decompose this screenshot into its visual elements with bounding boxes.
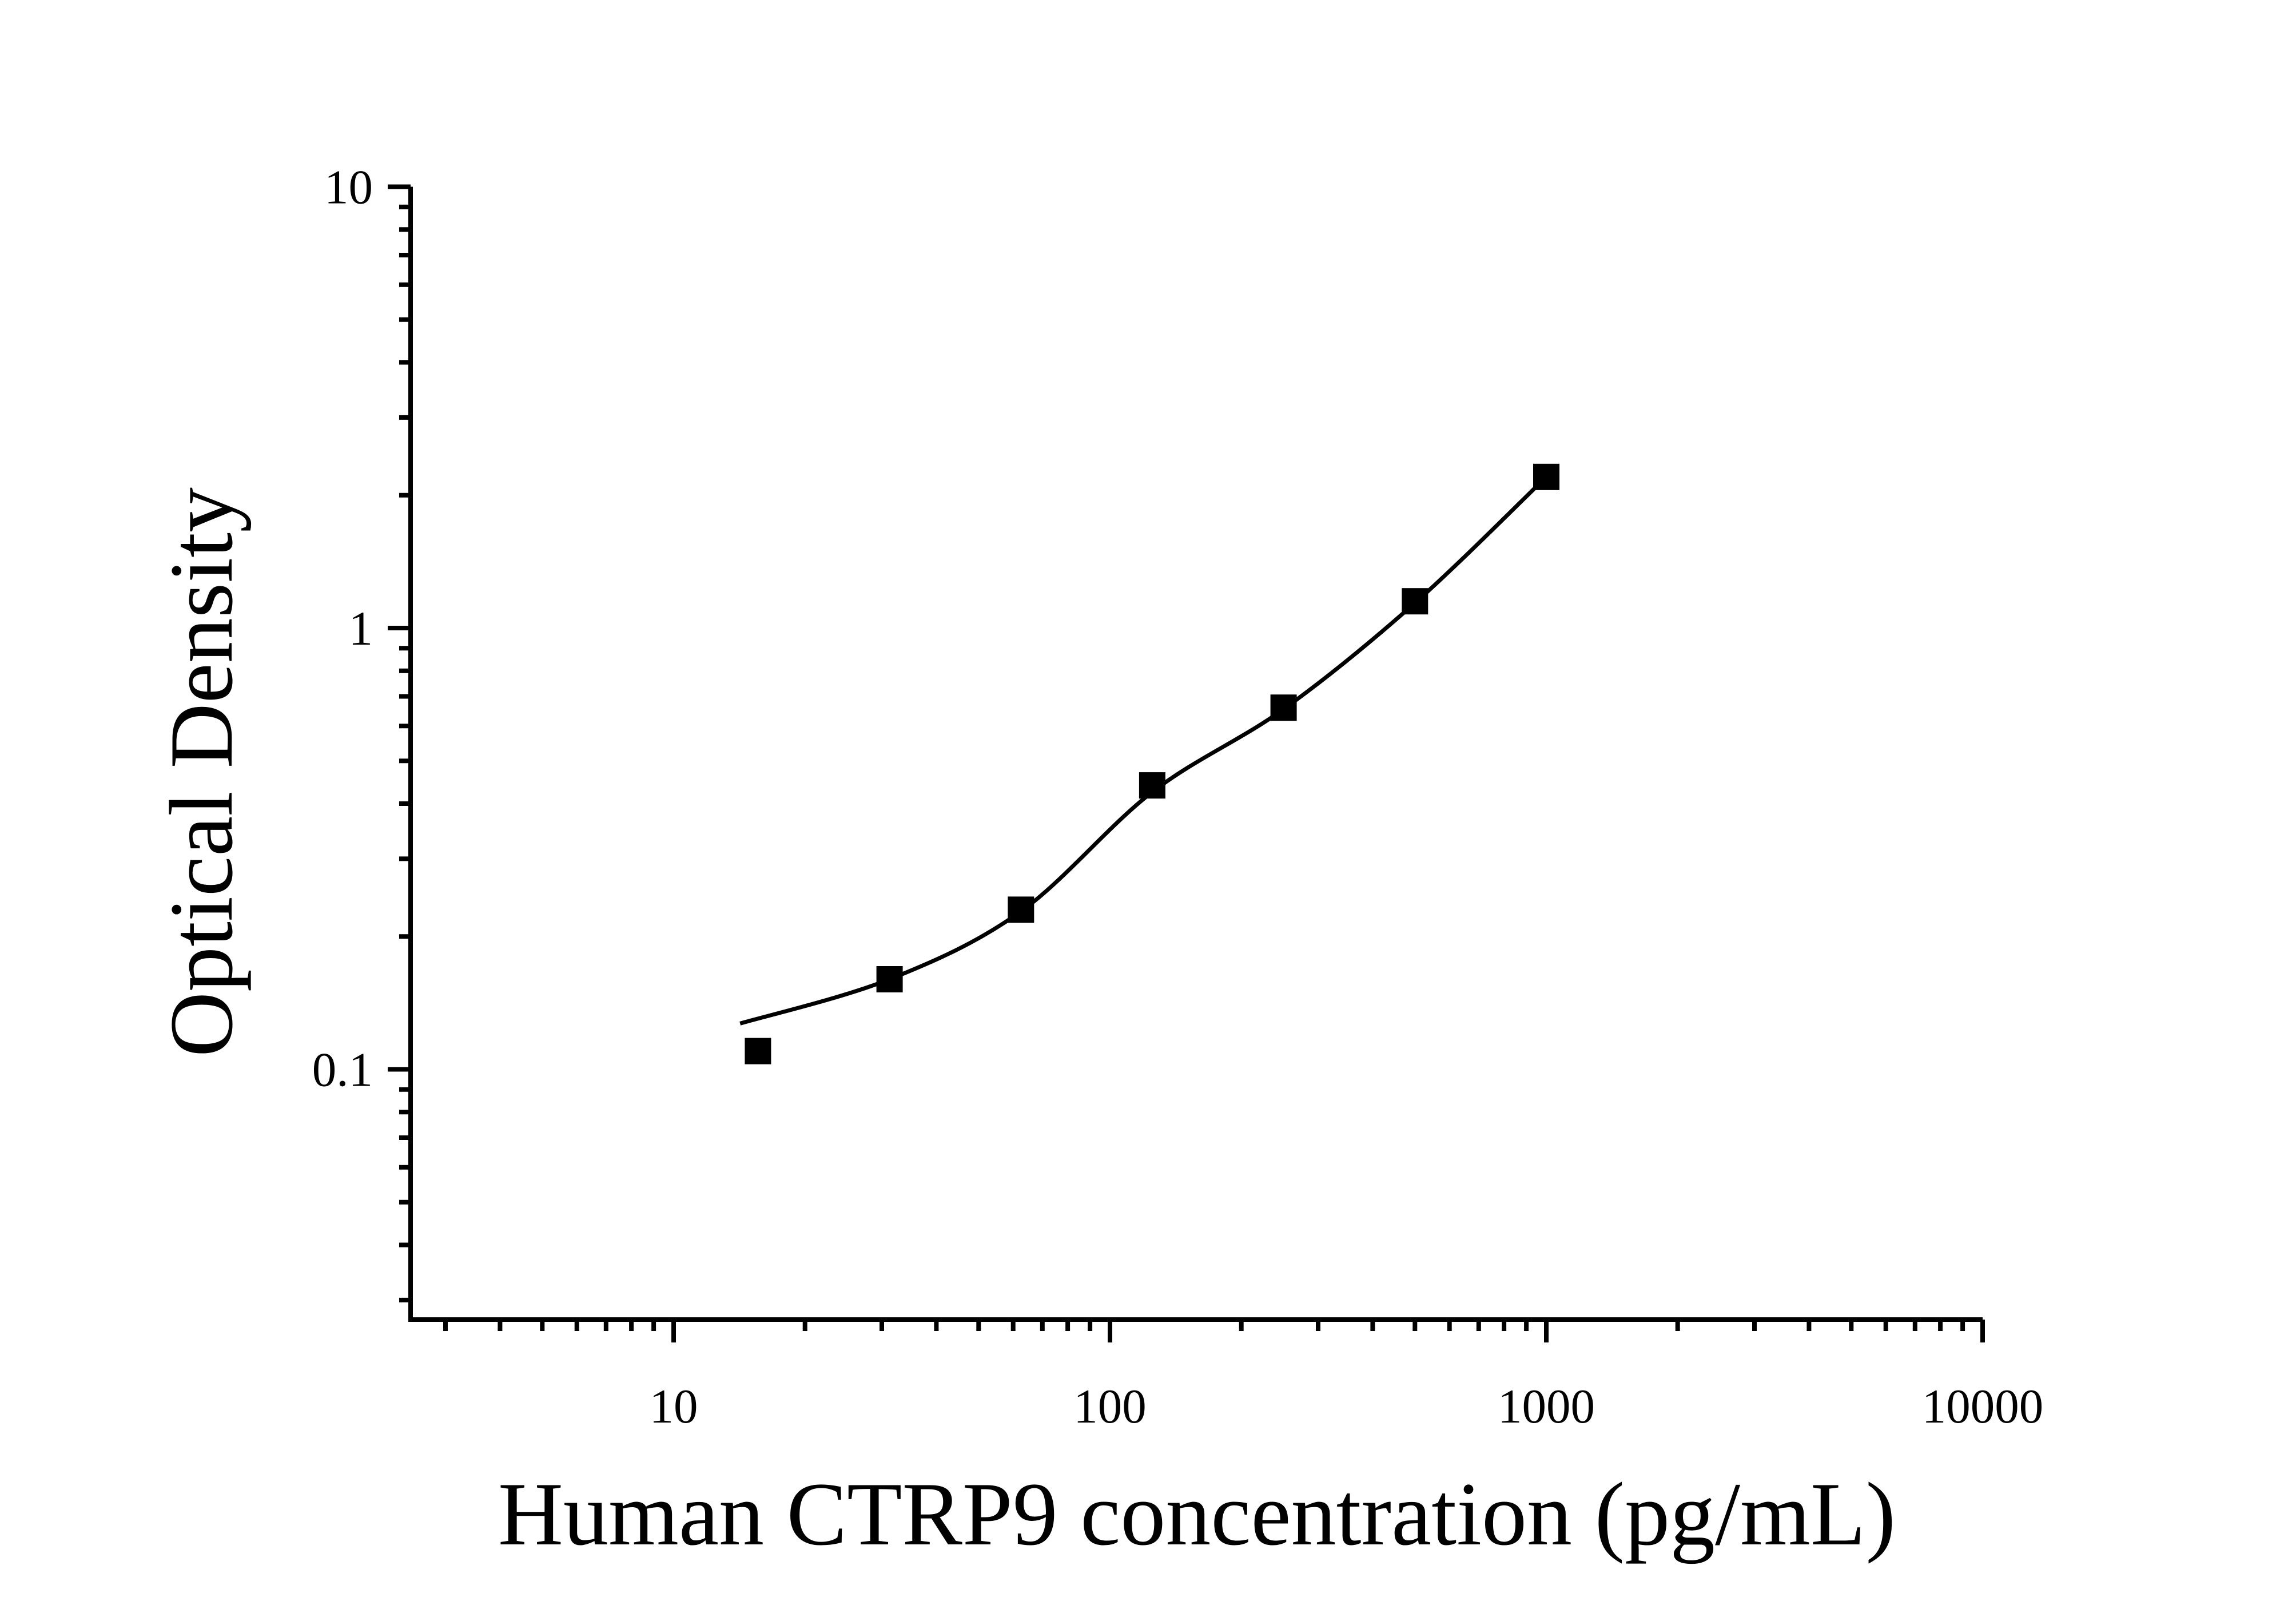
y-tick-label: 0.1 — [312, 1043, 373, 1097]
x-axis-title: Human CTRP9 concentration (pg/mL) — [498, 1464, 1896, 1564]
plot-area: 10 1 0.1 10 100 1000 10000 — [312, 160, 2044, 1433]
data-point-marker — [1008, 896, 1034, 923]
data-point-marker — [1533, 463, 1559, 490]
data-point-marker — [1139, 772, 1165, 799]
x-tick-label: 10 — [650, 1380, 698, 1433]
y-tick-label: 1 — [349, 602, 373, 655]
data-point-marker — [876, 966, 903, 992]
y-axis-title: Optical Density — [152, 487, 252, 1057]
data-point-marker — [1270, 694, 1297, 721]
x-tick-label: 10000 — [1922, 1380, 2044, 1433]
data-point-marker — [745, 1038, 771, 1064]
y-tick-label: 10 — [324, 160, 373, 214]
x-tick-label: 1000 — [1498, 1380, 1595, 1433]
axes-spines — [408, 186, 1983, 1322]
fit-curve-path — [739, 475, 1548, 1026]
data-point-marker — [1402, 588, 1428, 615]
x-tick-label: 100 — [1073, 1380, 1147, 1433]
